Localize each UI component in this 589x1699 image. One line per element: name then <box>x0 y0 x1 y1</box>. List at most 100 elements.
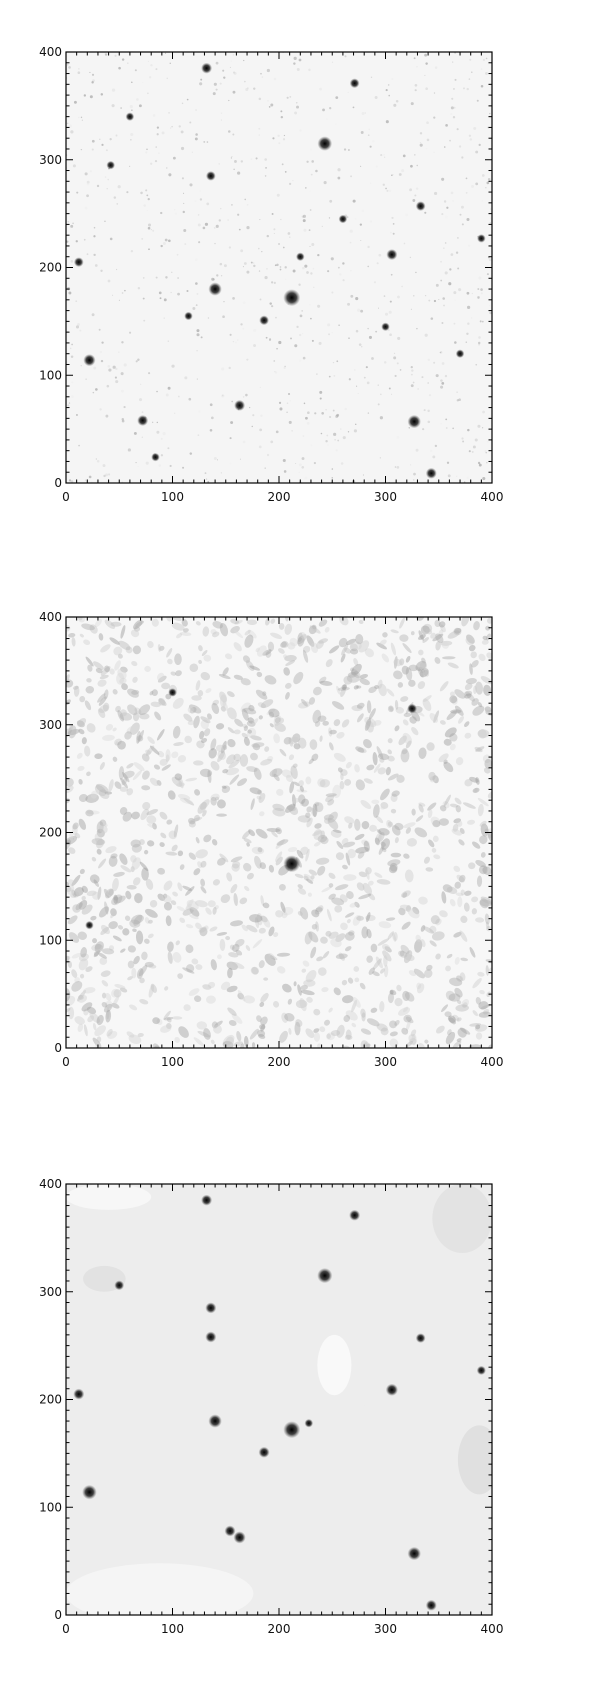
noise-blotch <box>230 626 240 634</box>
noise-blotch <box>461 617 470 627</box>
noise-blotch <box>68 847 76 854</box>
noise-blotch <box>463 902 470 912</box>
noise-speck <box>408 426 411 429</box>
noise-speck <box>444 242 447 244</box>
noise-blotch <box>333 752 346 762</box>
noise-speck <box>383 295 386 297</box>
noise-speck <box>452 61 454 63</box>
noise-blotch <box>99 674 109 680</box>
noise-speck <box>259 428 263 432</box>
noise-speck <box>279 266 282 268</box>
noise-speck <box>295 463 297 465</box>
noise-blotch <box>406 838 418 847</box>
noise-blotch <box>334 905 343 913</box>
noise-blotch <box>332 784 342 798</box>
noise-speck <box>215 61 219 65</box>
noise-speck <box>115 367 118 371</box>
noise-speck <box>180 146 185 151</box>
noise-speck <box>250 158 253 161</box>
noise-blotch <box>327 811 338 823</box>
noise-blotch <box>431 931 445 941</box>
noise-blotch <box>341 684 347 691</box>
noise-blotch <box>398 907 406 916</box>
noise-blotch <box>418 802 426 807</box>
noise-blotch <box>464 890 472 896</box>
background-structure <box>432 1184 492 1253</box>
noise-blotch <box>151 689 158 696</box>
noise-blotch <box>422 623 433 633</box>
noise-speck <box>79 329 82 332</box>
noise-speck <box>274 371 278 374</box>
noise-blotch <box>163 1010 171 1020</box>
noise-blotch <box>269 723 274 728</box>
noise-blotch <box>217 750 226 760</box>
noise-blotch <box>198 926 207 933</box>
noise-blotch <box>144 849 149 855</box>
noise-blotch <box>474 1024 488 1032</box>
noise-speck <box>137 287 141 290</box>
noise-speck <box>140 383 142 385</box>
noise-blotch <box>78 899 88 910</box>
noise-blotch <box>87 664 93 672</box>
noise-blotch <box>295 999 308 1009</box>
noise-speck <box>337 176 341 180</box>
noise-blotch <box>149 690 154 696</box>
noise-speck <box>212 92 216 96</box>
noise-speck <box>353 429 357 433</box>
noise-blotch <box>403 1014 412 1023</box>
noise-speck <box>99 350 103 354</box>
noise-blotch <box>115 895 126 904</box>
noise-blotch <box>66 955 71 961</box>
noise-blotch <box>119 786 129 792</box>
noise-blotch <box>275 856 283 866</box>
noise-blotch <box>66 798 70 804</box>
noise-blotch <box>328 645 340 654</box>
noise-blotch <box>240 702 251 713</box>
noise-blotch <box>365 914 376 921</box>
noise-speck <box>259 218 261 221</box>
noise-blotch <box>390 793 398 802</box>
noise-speck <box>440 385 444 389</box>
noise-speck <box>259 386 261 389</box>
noise-blotch <box>106 1028 113 1037</box>
noise-blotch <box>368 893 376 901</box>
noise-blotch <box>297 984 302 996</box>
noise-blotch <box>393 670 403 680</box>
noise-blotch <box>176 906 186 912</box>
noise-blotch <box>355 746 365 753</box>
noise-speck <box>387 84 390 86</box>
noise-blotch <box>318 619 328 627</box>
noise-blotch <box>452 1040 462 1048</box>
noise-blotch <box>227 738 236 748</box>
noise-blotch <box>335 852 345 861</box>
noise-speck <box>417 388 419 390</box>
noise-blotch <box>98 704 109 714</box>
noise-blotch <box>295 1019 303 1027</box>
noise-speck <box>293 56 297 60</box>
noise-blotch <box>79 973 85 979</box>
noise-speck <box>356 385 358 387</box>
noise-blotch <box>205 907 212 915</box>
noise-blotch <box>361 926 369 939</box>
noise-blotch <box>380 841 386 847</box>
noise-speck <box>444 374 448 378</box>
noise-blotch <box>344 931 355 941</box>
noise-speck <box>234 160 237 163</box>
noise-blotch <box>278 717 285 724</box>
noise-blotch <box>396 774 405 783</box>
noise-speck <box>143 319 146 322</box>
noise-blotch <box>146 815 157 824</box>
noise-speck <box>118 299 120 301</box>
noise-blotch <box>447 630 460 639</box>
image-area <box>66 617 492 1048</box>
noise-blotch <box>394 1019 400 1026</box>
noise-blotch <box>379 1000 385 1013</box>
noise-speck <box>156 390 158 393</box>
noise-speck <box>98 328 101 331</box>
noise-blotch <box>485 625 491 631</box>
noise-speck <box>184 243 187 245</box>
noise-blotch <box>451 696 458 705</box>
noise-blotch <box>202 810 207 817</box>
noise-blotch <box>409 716 417 724</box>
